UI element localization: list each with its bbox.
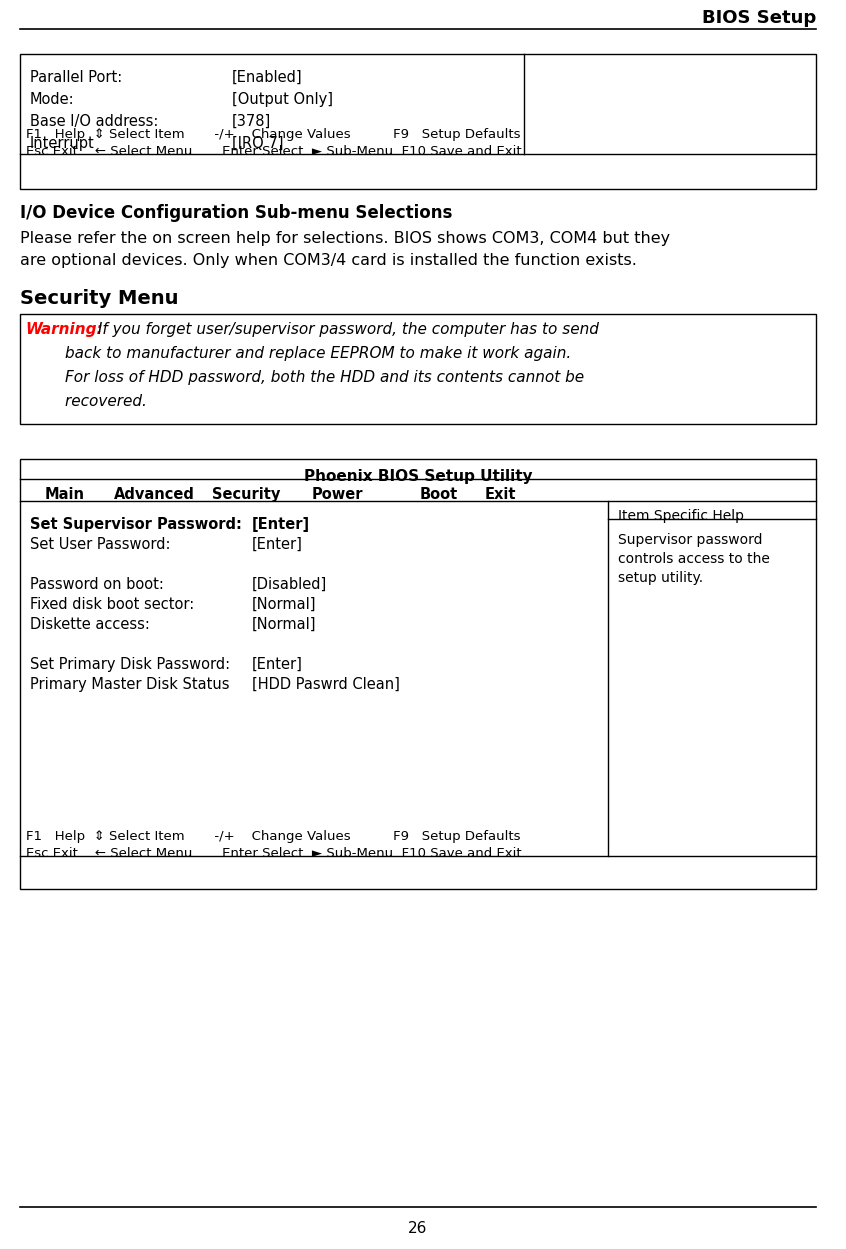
Text: [HDD Paswrd Clean]: [HDD Paswrd Clean] <box>252 677 400 692</box>
Text: F1   Help  ⇕ Select Item       -/+    Change Values          F9   Setup Defaults: F1 Help ⇕ Select Item -/+ Change Values … <box>25 127 520 141</box>
Text: Set Supervisor Password:: Set Supervisor Password: <box>30 517 241 532</box>
Text: Interrupt: Interrupt <box>30 136 95 151</box>
Text: Exit: Exit <box>484 487 516 502</box>
Text: back to manufacturer and replace EEPROM to make it work again.: back to manufacturer and replace EEPROM … <box>25 346 571 361</box>
Text: Set User Password:: Set User Password: <box>30 537 170 552</box>
Text: Advanced: Advanced <box>113 487 195 502</box>
Text: Diskette access:: Diskette access: <box>30 617 150 632</box>
Text: Power: Power <box>311 487 363 502</box>
Text: Please refer the on screen help for selections. BIOS shows COM3, COM4 but they: Please refer the on screen help for sele… <box>19 231 670 246</box>
Text: Base I/O address:: Base I/O address: <box>30 114 158 129</box>
Text: 26: 26 <box>409 1222 428 1237</box>
Text: Esc Exit    ← Select Menu       Enter Select  ► Sub-Menu  F10 Save and Exit: Esc Exit ← Select Menu Enter Select ► Su… <box>25 847 521 861</box>
Text: Esc Exit    ← Select Menu       Enter Select  ► Sub-Menu  F10 Save and Exit: Esc Exit ← Select Menu Enter Select ► Su… <box>25 145 521 159</box>
Text: [Enter]: [Enter] <box>252 657 303 672</box>
Text: [Enter]: [Enter] <box>252 517 310 532</box>
Text: setup utility.: setup utility. <box>618 571 703 585</box>
Text: Parallel Port:: Parallel Port: <box>30 70 122 85</box>
Text: [Disabled]: [Disabled] <box>252 577 327 592</box>
Text: Set Primary Disk Password:: Set Primary Disk Password: <box>30 657 230 672</box>
Text: Security: Security <box>212 487 281 502</box>
Text: I/O Device Configuration Sub-menu Selections: I/O Device Configuration Sub-menu Select… <box>19 204 452 222</box>
Text: Mode:: Mode: <box>30 92 74 107</box>
Text: Boot: Boot <box>420 487 459 502</box>
Text: Fixed disk boot sector:: Fixed disk boot sector: <box>30 597 194 612</box>
Text: If you forget user/supervisor password, the computer has to send: If you forget user/supervisor password, … <box>93 322 599 337</box>
Text: For loss of HDD password, both the HDD and its contents cannot be: For loss of HDD password, both the HDD a… <box>25 370 584 385</box>
Text: controls access to the: controls access to the <box>618 552 770 566</box>
Text: recovered.: recovered. <box>25 393 146 408</box>
Text: Item Specific Help: Item Specific Help <box>618 510 744 523</box>
Text: are optional devices. Only when COM3/4 card is installed the function exists.: are optional devices. Only when COM3/4 c… <box>19 254 637 269</box>
Text: Supervisor password: Supervisor password <box>618 533 762 547</box>
Text: [Enter]: [Enter] <box>252 537 303 552</box>
Text: [Output Only]: [Output Only] <box>233 92 333 107</box>
Text: Main: Main <box>45 487 85 502</box>
Text: Password on boot:: Password on boot: <box>30 577 163 592</box>
Text: [IRQ 7]: [IRQ 7] <box>233 136 283 151</box>
Text: Security Menu: Security Menu <box>19 289 179 309</box>
Text: F1   Help  ⇕ Select Item       -/+    Change Values          F9   Setup Defaults: F1 Help ⇕ Select Item -/+ Change Values … <box>25 831 520 843</box>
Text: Primary Master Disk Status: Primary Master Disk Status <box>30 677 229 692</box>
Text: [378]: [378] <box>233 114 272 129</box>
Text: [Enabled]: [Enabled] <box>233 70 303 85</box>
Bar <box>19 313 816 423</box>
Bar <box>19 54 816 189</box>
Bar <box>19 458 816 889</box>
Text: Phoenix BIOS Setup Utility: Phoenix BIOS Setup Utility <box>304 470 532 485</box>
Text: BIOS Setup: BIOS Setup <box>702 9 816 27</box>
Text: Warning:: Warning: <box>25 322 103 337</box>
Text: [Normal]: [Normal] <box>252 597 316 612</box>
Text: [Normal]: [Normal] <box>252 617 316 632</box>
